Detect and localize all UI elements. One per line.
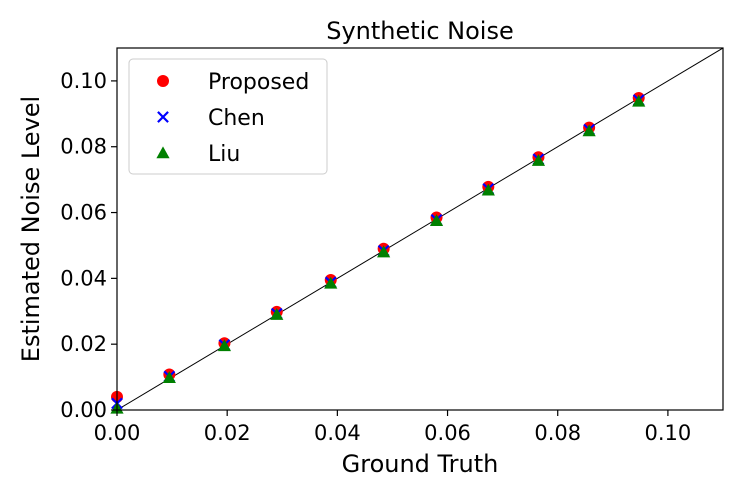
legend-label: Proposed bbox=[208, 70, 309, 95]
legend-item-proposed: Proposed bbox=[157, 70, 309, 95]
data-point bbox=[531, 153, 546, 166]
legend-label: Liu bbox=[208, 142, 240, 167]
legend-marker bbox=[157, 111, 169, 123]
x-axis-label: Ground Truth bbox=[342, 450, 499, 478]
series-liu bbox=[110, 94, 646, 414]
x-tick-label: 0.04 bbox=[314, 421, 361, 445]
legend-frame bbox=[128, 58, 328, 175]
x-tick-label: 0.00 bbox=[94, 421, 141, 445]
y-tick-label: 0.08 bbox=[60, 135, 107, 159]
data-point bbox=[481, 183, 495, 196]
x-tick-label: 0.06 bbox=[424, 421, 471, 445]
data-point bbox=[162, 371, 176, 384]
data-point bbox=[632, 94, 646, 107]
y-axis-label: Estimated Noise Level bbox=[17, 96, 45, 362]
data-point bbox=[429, 214, 444, 227]
data-point bbox=[324, 276, 338, 289]
legend-item-liu: Liu bbox=[156, 142, 240, 167]
data-point bbox=[377, 245, 391, 258]
data-point bbox=[582, 124, 596, 137]
plot-frame bbox=[116, 47, 724, 411]
legend-marker bbox=[156, 146, 170, 159]
x-tick-label: 0.02 bbox=[204, 421, 251, 445]
y-tick-label: 0.06 bbox=[60, 201, 107, 225]
reference-line bbox=[117, 48, 723, 410]
legend-label: Chen bbox=[208, 106, 265, 131]
x-tick-label: 0.10 bbox=[645, 421, 692, 445]
y-tick-label: 0.00 bbox=[60, 398, 107, 422]
legend-item-chen: Chen bbox=[157, 106, 265, 131]
y-tick-label: 0.04 bbox=[60, 266, 107, 290]
data-point bbox=[217, 339, 232, 352]
y-tick-label: 0.02 bbox=[60, 332, 107, 356]
legend-marker bbox=[157, 75, 169, 87]
x-tick-label: 0.08 bbox=[534, 421, 581, 445]
y-tick-label: 0.10 bbox=[60, 69, 107, 93]
chart-title: Synthetic Noise bbox=[326, 17, 514, 45]
legend: Proposed Chen Liu bbox=[128, 58, 328, 175]
data-point bbox=[270, 307, 284, 320]
